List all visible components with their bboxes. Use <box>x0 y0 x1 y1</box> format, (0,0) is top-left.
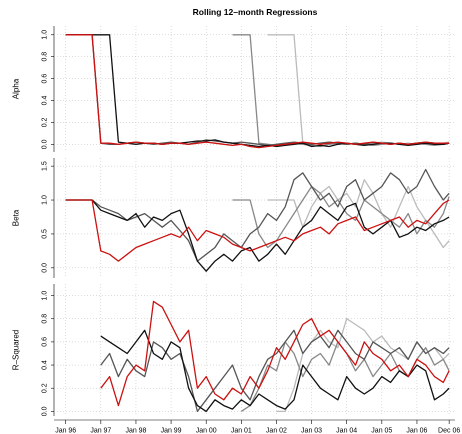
y-tick-label: 0.6 <box>42 74 49 84</box>
y-axis-label: R–Squared <box>12 330 21 370</box>
y-tick-label: 1.0 <box>42 291 49 301</box>
y-tick-label: 0.0 <box>42 263 49 273</box>
x-tick-label: Jan 00 <box>196 428 217 434</box>
series-line <box>65 199 450 272</box>
y-tick-label: 1.0 <box>42 30 49 40</box>
x-tick-label: Dec 06 <box>438 428 460 434</box>
y-axis-label: Alpha <box>12 78 21 99</box>
series-line <box>65 199 450 262</box>
x-tick-label: Jan 97 <box>90 428 111 434</box>
y-tick-label: 0.8 <box>42 314 49 324</box>
y-axis-label: Beta <box>12 209 21 226</box>
x-tick-label: Jan 01 <box>231 428 252 434</box>
y-tick-label: 0.2 <box>42 383 49 393</box>
x-tick-label: Jan 06 <box>406 428 427 434</box>
y-tick-label: 1.5 <box>42 161 49 171</box>
series-line <box>100 329 450 413</box>
chart-title: Rolling 12–month Regressions <box>193 7 318 17</box>
series-line <box>65 34 450 148</box>
x-tick-label: Jan 02 <box>266 428 287 434</box>
y-tick-label: 0.6 <box>42 337 49 347</box>
series-line <box>232 34 450 148</box>
series-line <box>65 168 450 262</box>
y-tick-label: 0.2 <box>42 117 49 127</box>
y-tick-label: 0.0 <box>42 139 49 149</box>
series-line <box>267 34 450 145</box>
series-line <box>267 179 450 249</box>
x-tick-label: Jan 96 <box>55 428 76 434</box>
x-tick-label: Jan 04 <box>336 428 357 434</box>
y-tick-label: 0.5 <box>42 229 49 239</box>
y-tick-label: 0.4 <box>42 360 49 370</box>
x-tick-label: Jan 99 <box>161 428 182 434</box>
y-tick-label: 0.4 <box>42 96 49 106</box>
series-line <box>232 185 450 249</box>
x-tick-label: Jan 05 <box>371 428 392 434</box>
series-line <box>65 34 450 149</box>
x-tick-label: Jan 03 <box>301 428 322 434</box>
y-tick-label: 0.0 <box>42 406 49 416</box>
series-line <box>100 329 450 413</box>
series-line <box>100 300 450 407</box>
y-tick-label: 0.8 <box>42 52 49 62</box>
x-tick-label: Jan 98 <box>125 428 146 434</box>
y-tick-label: 1.0 <box>42 195 49 205</box>
